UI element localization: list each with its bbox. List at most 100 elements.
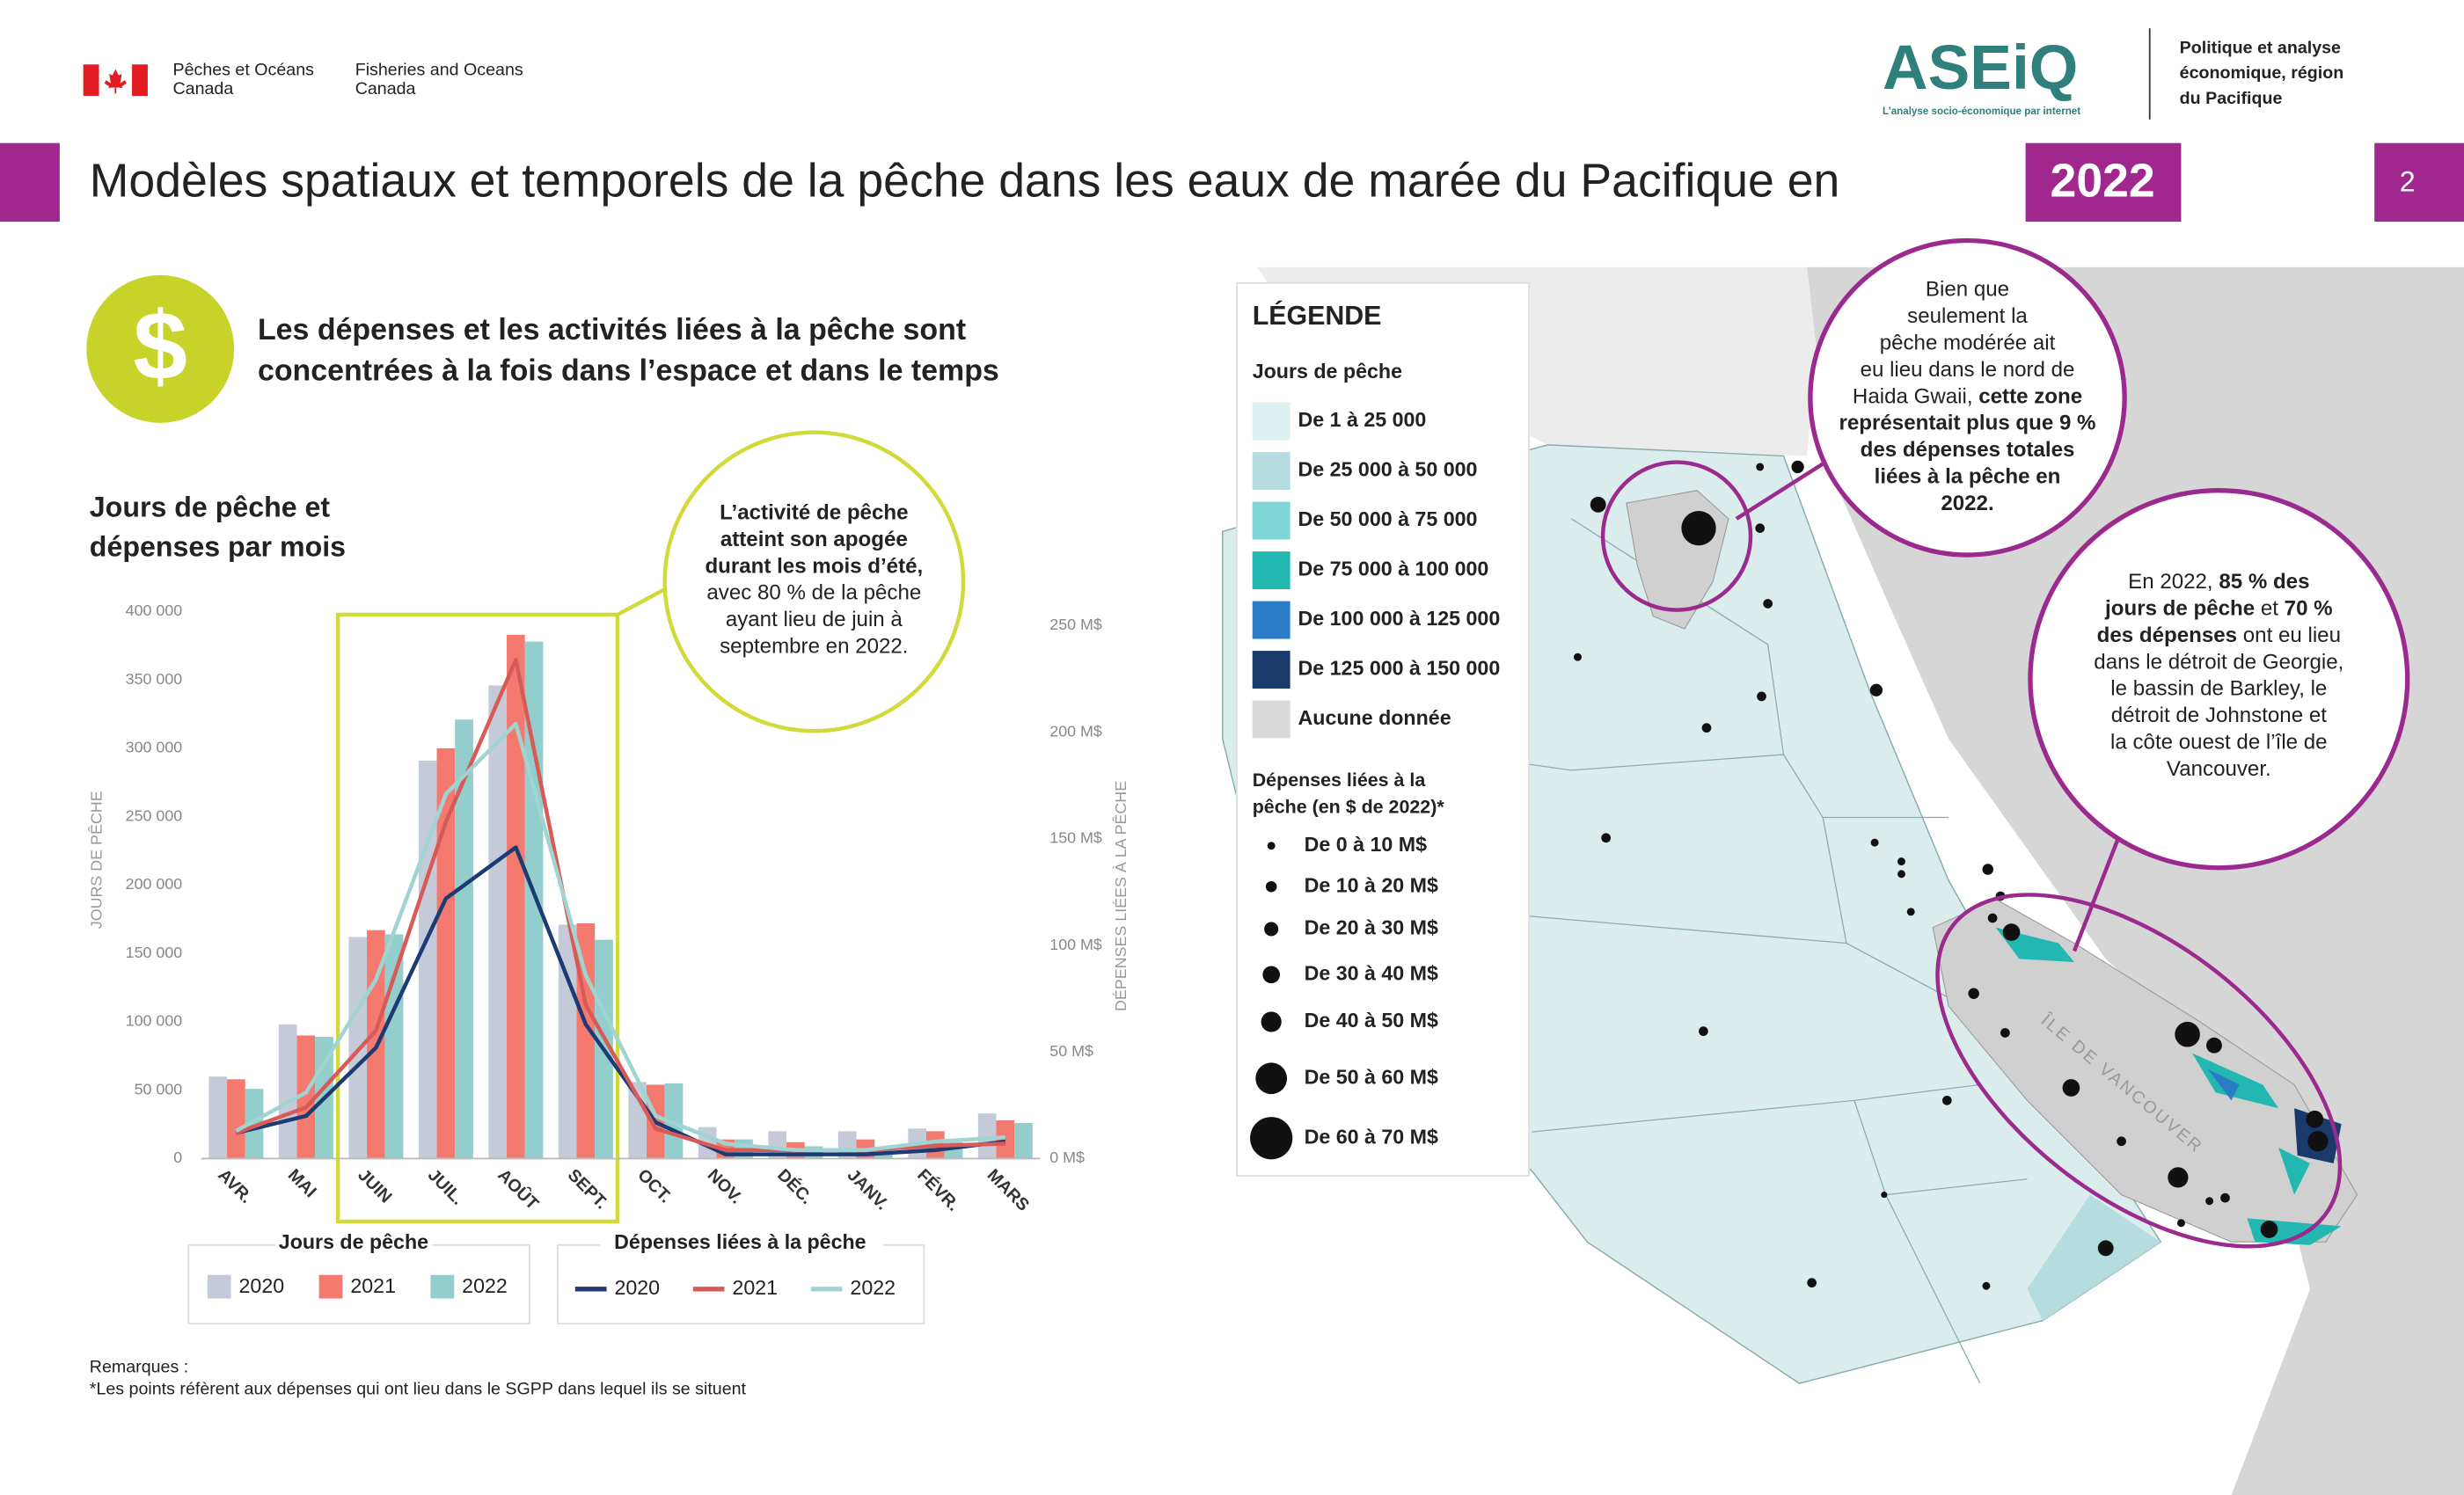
legend-title: Dépenses liées à la pêche (614, 1230, 866, 1253)
legend-label: 2022 (462, 1274, 508, 1297)
callout-text: En 2022, 85 % des (2128, 571, 2309, 594)
bar (296, 1035, 316, 1159)
dept-fr: Canada (172, 79, 233, 98)
bar (977, 1113, 997, 1159)
map-legend-swatch (1252, 501, 1290, 540)
highlight-ring (1600, 460, 1753, 612)
y-tick-label: 50 000 (135, 1080, 183, 1098)
bar (1014, 1123, 1033, 1159)
callout-text: 2022. (1941, 492, 1993, 515)
callout-segment: des dépenses totales (1861, 438, 2075, 462)
year: 2022 (2051, 154, 2155, 207)
bar (558, 924, 577, 1159)
callout-text: avec 80 % de la pêche (706, 581, 921, 605)
y2-tick-label: 100 M$ (1049, 936, 1102, 953)
legend-swatch (430, 1274, 455, 1299)
y-tick-label: 150 000 (126, 944, 183, 961)
fishing-area (1995, 927, 2342, 1245)
callout-segment: L’activité de pêche (720, 501, 908, 525)
map-legend-label: De 1 à 25 000 (1298, 408, 1427, 431)
y-tick-label: 300 000 (126, 739, 183, 756)
map-legend-label: De 20 à 30 M$ (1305, 916, 1438, 939)
map-legend-label: De 25 000 à 50 000 (1298, 458, 1478, 481)
legend-title: Jours de pêche (279, 1230, 428, 1253)
callout-text: ayant lieu de juin à (726, 608, 903, 631)
callout-bubble (2028, 488, 2410, 871)
connector (1735, 454, 1837, 521)
map-legend-dot (1264, 922, 1279, 937)
y-tick-label: 250 000 (126, 806, 183, 824)
bar (227, 1079, 245, 1159)
vancouver-island (1932, 898, 2358, 1243)
line-series (235, 845, 1006, 1156)
y-tick-label: 100 000 (126, 1012, 183, 1030)
callout-segment: et (2255, 597, 2285, 621)
logo-tagline: L’analyse socio-économique par internet (1883, 106, 2080, 117)
bar (488, 685, 508, 1159)
map-legend-label: De 50 à 60 M$ (1305, 1065, 1438, 1088)
line-series (235, 721, 1005, 1152)
map-legend-subtitle: pêche (en $ de 2022)* (1253, 796, 1445, 817)
logo: ASEiQ (1883, 33, 2078, 103)
x-tick-label: MAI (284, 1165, 320, 1201)
legend-swatch (318, 1274, 343, 1299)
y2-tick-label: 0 M$ (1049, 1149, 1085, 1166)
callout-segment: ont eu lieu (2237, 624, 2341, 647)
chart-title: dépenses par mois (90, 530, 346, 562)
unit: Politique et analyse (2180, 39, 2341, 58)
x-tick-label: SEPT. (564, 1165, 611, 1213)
callout-segment: cette zone (1978, 385, 2082, 409)
y2-tick-label: 150 M$ (1049, 829, 1102, 847)
map-legend-title: LÉGENDE (1253, 301, 1382, 331)
map-legend-label: De 30 à 40 M$ (1305, 961, 1438, 984)
y-tick-label: 400 000 (126, 602, 183, 619)
legend-title-bg (274, 1229, 433, 1258)
map-legend-label: De 125 000 à 150 000 (1298, 657, 1501, 680)
notes-text: *Les points réfèrent aux dépenses qui on… (90, 1379, 747, 1398)
callout-segment: Vancouver. (2167, 757, 2271, 781)
section-heading: concentrées à la fois dans l’espace et d… (258, 354, 999, 388)
x-tick-label: DÉC. (773, 1164, 816, 1207)
section-heading: Les dépenses et les activités liées à la… (258, 313, 966, 346)
callout-segment: durant les mois d’été, (705, 555, 923, 579)
y2-tick-label: 200 M$ (1049, 722, 1102, 740)
map: ÎLE DE VANCOUVER LÉGENDE Jours de pêche … (1222, 237, 2464, 1495)
map-legend-subtitle: Dépenses liées à la (1253, 769, 1427, 791)
callout-segment: liées à la pêche en (1875, 465, 2061, 489)
map-legend-label: De 0 à 10 M$ (1305, 833, 1427, 856)
callout-segment: pêche modérée ait (1880, 332, 2056, 355)
icon: $ (133, 292, 187, 400)
callout-segment: des dépenses (2097, 624, 2237, 647)
map-legend-label: Aucune donnée (1298, 706, 1451, 729)
legend-swatch (207, 1274, 231, 1299)
dept-en: Fisheries and Oceans (355, 61, 523, 80)
callout-bubble (1808, 237, 2127, 558)
callout-text: Haida Gwaii, cette zone (1853, 385, 2082, 409)
callout-segment: eu lieu dans le nord de (1861, 358, 2075, 382)
legend-label: 2022 (850, 1276, 896, 1299)
unit: économique, région (2180, 63, 2344, 83)
callout-segment: atteint son apogée (720, 528, 908, 551)
bar (208, 1076, 228, 1159)
map-legend-label: De 40 à 50 M$ (1305, 1009, 1438, 1032)
callout-text: représentait plus que 9 % (1839, 412, 2096, 435)
connector (2072, 829, 2124, 952)
y2-tick-label: 50 M$ (1049, 1042, 1093, 1060)
map-legend-dot (1262, 966, 1280, 984)
legend-label: 2021 (350, 1274, 396, 1297)
highlight-box (335, 612, 620, 1224)
callout-segment: 2022. (1941, 492, 1993, 515)
legend-label: 2020 (614, 1276, 660, 1299)
callout-text: pêche modérée ait (1880, 332, 2056, 355)
callout-segment: En 2022, (2128, 571, 2219, 594)
map-legend-dot (1265, 880, 1277, 893)
page-number: 2 (2400, 166, 2416, 198)
map-legend-label: De 100 000 à 125 000 (1298, 607, 1501, 630)
highlight-ring (1935, 893, 2343, 1249)
map-legend-subtitle: Jours de pêche (1253, 360, 1402, 383)
callout-text: la côte ouest de l’île de (2110, 731, 2328, 755)
x-tick-label: JANV. (844, 1165, 892, 1214)
canada-flag (83, 64, 148, 97)
bar (384, 934, 404, 1159)
